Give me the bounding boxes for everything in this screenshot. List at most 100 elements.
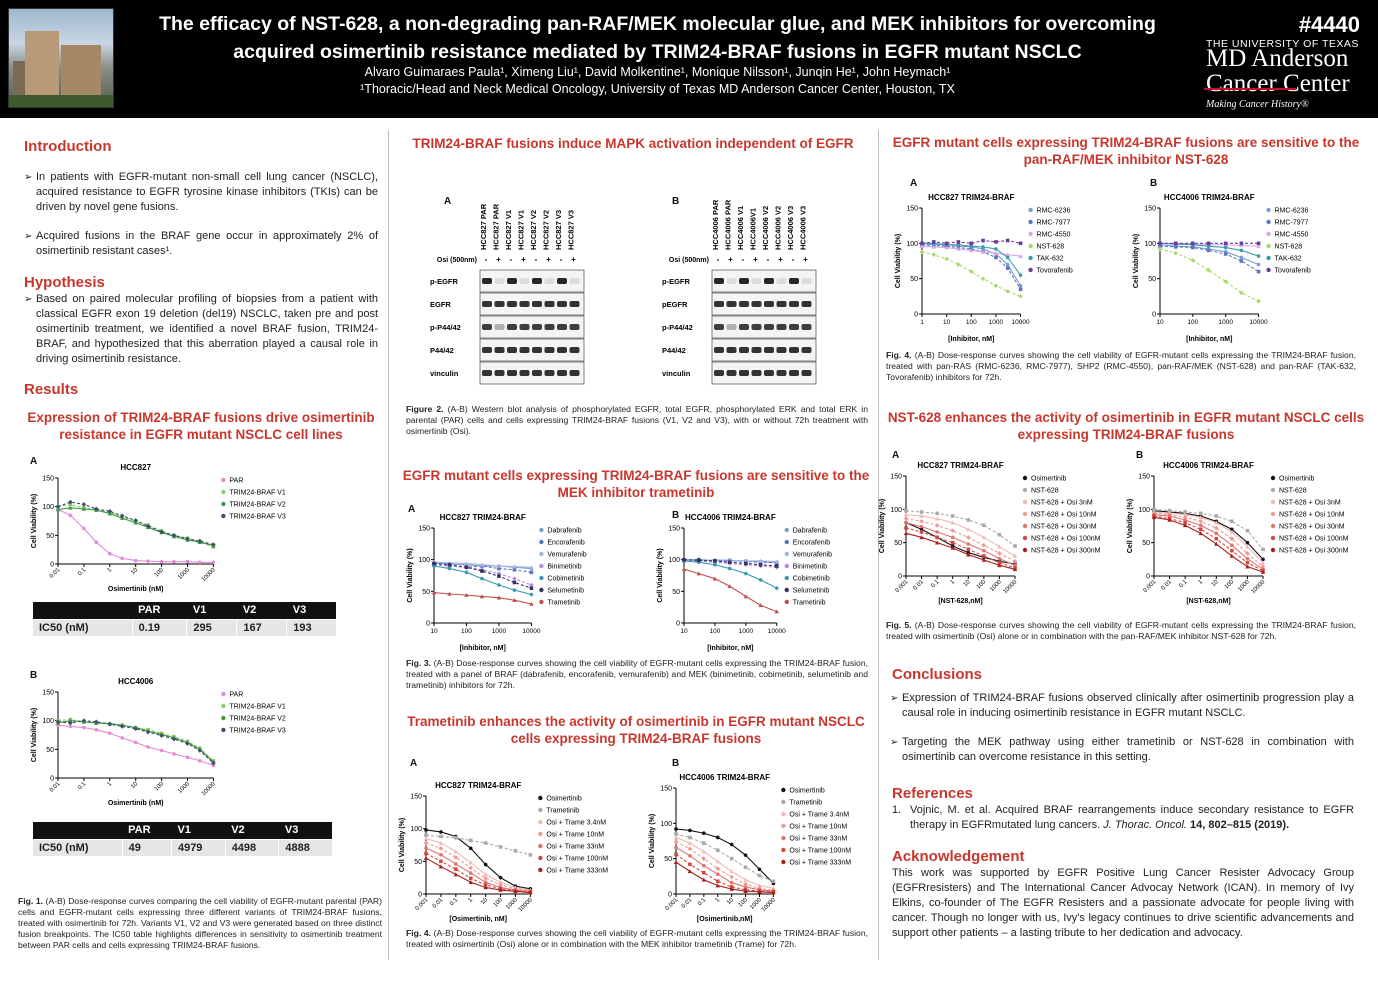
legend-marker bbox=[221, 513, 226, 519]
blot-band bbox=[557, 324, 567, 330]
data-point bbox=[1239, 248, 1244, 253]
blot-band bbox=[801, 324, 812, 330]
blot-band bbox=[714, 278, 724, 284]
data-point bbox=[1261, 547, 1265, 552]
data-point bbox=[980, 276, 986, 281]
data-point bbox=[1239, 241, 1244, 246]
fig4-panel-a: A bbox=[910, 178, 918, 189]
data-point bbox=[497, 583, 501, 587]
data-point bbox=[904, 526, 908, 530]
y-axis-label: Cell Viability (%) bbox=[1127, 499, 1134, 553]
legend-marker bbox=[539, 575, 544, 581]
data-point bbox=[935, 511, 939, 516]
data-point bbox=[1157, 246, 1163, 252]
data-point bbox=[956, 262, 961, 267]
data-point bbox=[1245, 528, 1250, 533]
series-line bbox=[905, 518, 1016, 562]
blot-band bbox=[532, 278, 542, 284]
data-point bbox=[997, 551, 1002, 556]
fig5-caption-lead: Fig. 5. bbox=[886, 620, 912, 630]
data-point bbox=[993, 251, 999, 256]
data-point bbox=[969, 241, 974, 246]
series-line bbox=[57, 509, 214, 563]
data-point bbox=[696, 571, 701, 576]
x-tick-label: 0.1 bbox=[930, 579, 941, 590]
osi-sign: - bbox=[485, 255, 488, 264]
blot-band bbox=[482, 324, 492, 330]
blot-band bbox=[532, 370, 542, 376]
conclusion-bullet-1: Expression of TRIM24-BRAF fusions observ… bbox=[890, 691, 1354, 721]
legend-entry: NST-628 + Osi 10nM bbox=[1031, 512, 1097, 519]
data-point bbox=[1198, 531, 1203, 536]
data-point bbox=[935, 530, 939, 534]
data-point bbox=[497, 574, 501, 578]
blot-band bbox=[507, 301, 517, 307]
data-point bbox=[758, 562, 763, 567]
legend-marker bbox=[1266, 267, 1271, 273]
data-point bbox=[479, 594, 485, 599]
data-point bbox=[743, 865, 748, 869]
legend-entry: TRIM24-BRAF V2 bbox=[229, 502, 286, 509]
legend-marker bbox=[221, 727, 226, 733]
data-point bbox=[1214, 520, 1219, 525]
data-point bbox=[197, 538, 203, 544]
lane-label: HCC4006 V2 bbox=[774, 206, 783, 250]
lane-label: HCC4006 PAR bbox=[711, 199, 720, 250]
lane-label: HCC4006 V2 bbox=[761, 206, 770, 250]
blot-band bbox=[739, 301, 749, 307]
blot-band bbox=[519, 301, 530, 307]
intro-bullet-2: Acquired fusions in the BRAF gene occur … bbox=[24, 229, 378, 259]
data-point bbox=[931, 244, 936, 249]
data-point bbox=[688, 862, 692, 867]
data-point bbox=[688, 828, 692, 833]
lane-label: HCC827 V3 bbox=[554, 210, 563, 250]
fig4t-caption: Fig. 4. (A-B) Dose-response curves showi… bbox=[406, 928, 868, 950]
legend-entry: RMC-4550 bbox=[1275, 232, 1309, 239]
x-axis-label: [Inhibitor, nM] bbox=[1186, 336, 1232, 343]
affiliation: ¹Thoracic/Head and Neck Medical Oncology… bbox=[360, 82, 955, 96]
series-line bbox=[921, 251, 1021, 297]
data-point bbox=[1158, 241, 1162, 246]
logo-university: THE UNIVERSITY OF TEXAS bbox=[1206, 38, 1359, 50]
fig2a-western-blot: HCC827 PAR HCC827 PAR HCC827 V1 HCC827 V1 HC… bbox=[430, 203, 585, 385]
lane-label: HCC4006V1 bbox=[749, 208, 758, 250]
y-tick-label: 50 bbox=[672, 589, 680, 596]
legend-entry: TRIM24-BRAF V2 bbox=[229, 716, 286, 723]
series-line bbox=[1153, 515, 1264, 572]
blot-band bbox=[751, 324, 762, 330]
legend-entry: RMC-4550 bbox=[1037, 232, 1071, 239]
legend-entry: Dabrafenib bbox=[547, 528, 581, 535]
lane-label: HCC4006 PAR bbox=[724, 199, 733, 250]
y-tick-label: 50 bbox=[46, 747, 54, 754]
y-tick-label: 100 bbox=[668, 557, 680, 564]
ic50-header-cell: V1 bbox=[186, 602, 237, 619]
y-tick-label: 100 bbox=[42, 718, 54, 725]
fig4t-panel-b: B bbox=[672, 758, 680, 769]
data-point bbox=[674, 852, 678, 857]
blot-band bbox=[776, 370, 787, 376]
blot-band bbox=[544, 278, 555, 284]
data-point bbox=[727, 566, 732, 571]
data-point bbox=[966, 527, 971, 532]
x-axis-label: Osimertinib (nM) bbox=[108, 586, 164, 593]
fig2-panel-b: B bbox=[672, 196, 680, 207]
data-point bbox=[931, 240, 936, 244]
fig1-title: Expression of TRIM24-BRAF fusions drive … bbox=[27, 410, 375, 442]
y-tick-label: 150 bbox=[1144, 206, 1156, 213]
x-tick-label: 1 bbox=[107, 567, 114, 574]
legend-entry: NST-628 + Osi 30nM bbox=[1031, 524, 1097, 531]
data-point bbox=[713, 562, 717, 567]
blot-band bbox=[726, 370, 737, 376]
fig1-panel-a: A bbox=[30, 456, 38, 467]
fig1a-chart: HCC827 0 50 100 150 0.01 0.1 1 10 100 1000 10000 Osi… bbox=[31, 463, 286, 593]
x-tick-label: 0.01 bbox=[49, 567, 62, 580]
data-point bbox=[944, 245, 949, 250]
legend-entry: RMC-6236 bbox=[1275, 208, 1309, 215]
series-line bbox=[1159, 248, 1259, 302]
blot-row-label: p-EGFR bbox=[662, 277, 690, 286]
x-tick-label: 10 bbox=[1211, 579, 1220, 588]
data-point bbox=[771, 879, 776, 884]
series-line bbox=[425, 857, 531, 894]
ic50-value-cell: 167 bbox=[236, 618, 287, 636]
legend-marker bbox=[1266, 231, 1271, 237]
